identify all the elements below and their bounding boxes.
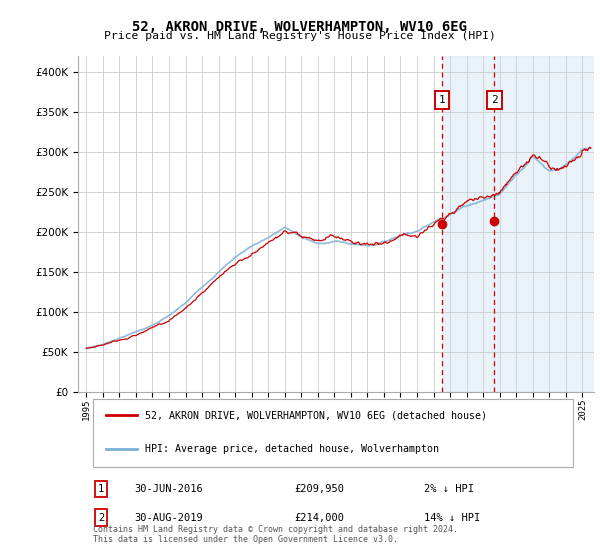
FancyBboxPatch shape (94, 399, 574, 468)
Text: 1: 1 (98, 484, 104, 494)
Text: 1: 1 (439, 95, 445, 105)
Text: £209,950: £209,950 (295, 484, 345, 494)
Text: Price paid vs. HM Land Registry's House Price Index (HPI): Price paid vs. HM Land Registry's House … (104, 31, 496, 41)
Text: 52, AKRON DRIVE, WOLVERHAMPTON, WV10 6EG (detached house): 52, AKRON DRIVE, WOLVERHAMPTON, WV10 6EG… (145, 410, 487, 420)
Text: 2% ↓ HPI: 2% ↓ HPI (424, 484, 474, 494)
Text: Contains HM Land Registry data © Crown copyright and database right 2024.
This d: Contains HM Land Registry data © Crown c… (94, 525, 458, 544)
Text: 30-AUG-2019: 30-AUG-2019 (135, 512, 203, 522)
Text: 52, AKRON DRIVE, WOLVERHAMPTON, WV10 6EG: 52, AKRON DRIVE, WOLVERHAMPTON, WV10 6EG (133, 20, 467, 34)
Text: HPI: Average price, detached house, Wolverhampton: HPI: Average price, detached house, Wolv… (145, 445, 439, 455)
Bar (442, 56, 494, 393)
Text: 2: 2 (491, 95, 497, 105)
Bar (494, 56, 594, 393)
Text: 14% ↓ HPI: 14% ↓ HPI (424, 512, 480, 522)
Text: 30-JUN-2016: 30-JUN-2016 (135, 484, 203, 494)
Text: 2: 2 (98, 512, 104, 522)
Text: £214,000: £214,000 (295, 512, 345, 522)
